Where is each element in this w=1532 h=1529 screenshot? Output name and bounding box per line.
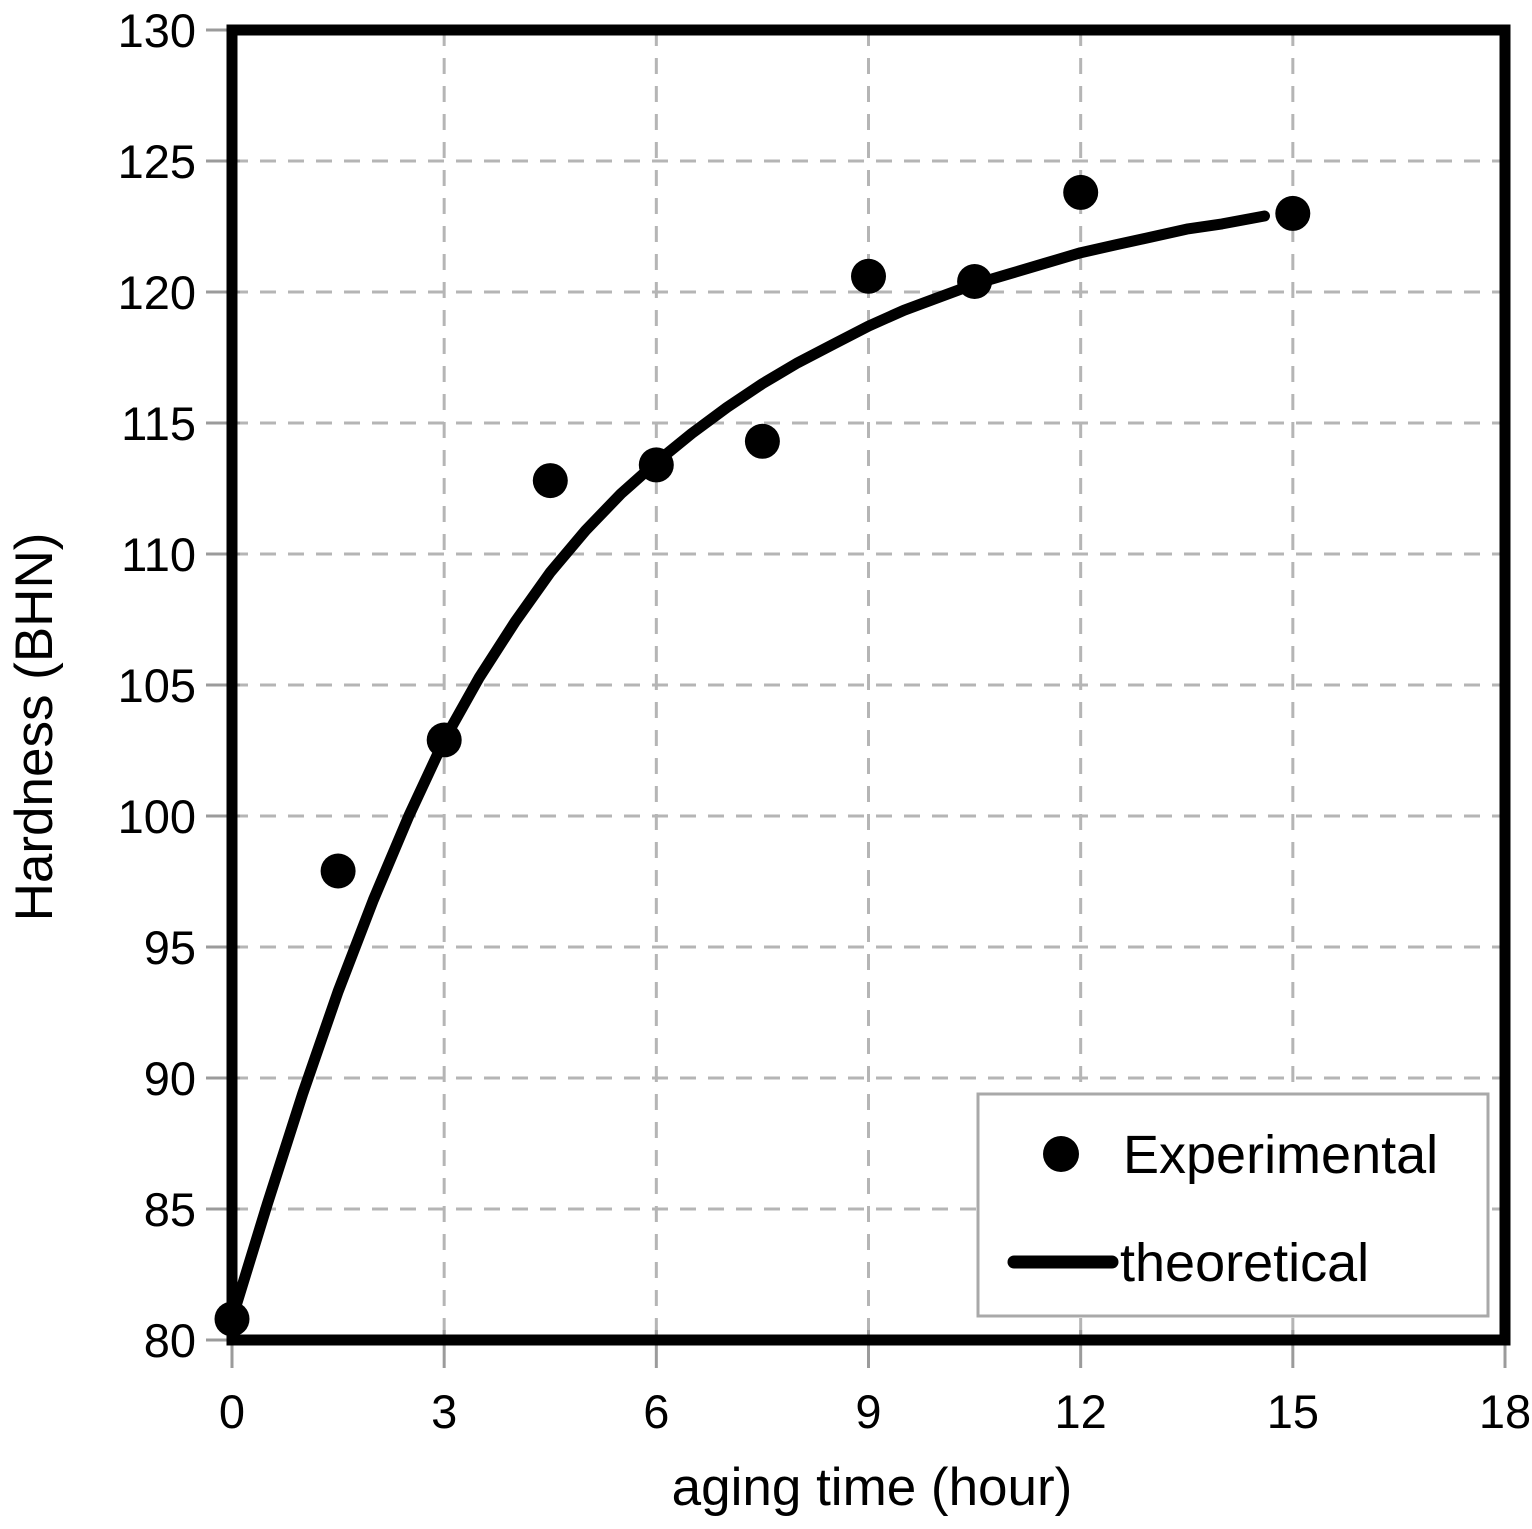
y-tick-label: 115: [121, 397, 196, 450]
data-point: [1063, 174, 1099, 210]
y-axis-title: Hardness (BHN): [5, 533, 64, 922]
x-tick-label: 9: [855, 1385, 881, 1438]
y-tick-label: 90: [144, 1052, 196, 1105]
y-tick-label: 95: [144, 921, 196, 974]
legend: Experimental theoretical: [976, 1092, 1490, 1318]
gridlines: [232, 30, 1505, 1340]
data-point: [744, 423, 780, 459]
x-tick-label: 0: [219, 1385, 245, 1438]
data-point: [532, 463, 568, 499]
y-tick-label: 105: [118, 659, 196, 712]
x-tick-label: 6: [643, 1385, 669, 1438]
data-point: [320, 853, 356, 889]
data-point: [851, 258, 886, 294]
data-point: [957, 264, 993, 299]
x-axis-title: aging time (hour): [672, 1458, 1073, 1517]
data-point: [214, 1301, 250, 1337]
y-tick-label: 125: [118, 135, 196, 188]
data-point: [1275, 195, 1311, 231]
plot-border: [226, 24, 1511, 1346]
y-tick-label: 85: [144, 1183, 196, 1236]
y-tick-label: 120: [118, 266, 196, 319]
experimental-points: [214, 174, 1311, 1337]
legend-box: [976, 1092, 1490, 1318]
y-tick-label: 130: [118, 4, 196, 57]
theoretical-curve: [226, 210, 1270, 1325]
data-point: [426, 722, 462, 758]
legend-dot-marker: [1043, 1136, 1079, 1172]
tick-labels: 80 85 90 95 100 105 110 115 120 125 130 0 3 6 9 12 15 18: [118, 4, 1532, 1438]
x-tick-label: 18: [1479, 1385, 1531, 1438]
x-tick-label: 3: [431, 1385, 457, 1438]
y-tick-label: 80: [144, 1314, 196, 1367]
y-tick-label: 100: [118, 790, 196, 843]
x-tick-label: 12: [1055, 1385, 1107, 1438]
legend-label-theoretical: theoretical: [1120, 1233, 1369, 1293]
x-tick-label: 15: [1267, 1385, 1319, 1438]
y-tick-label: 110: [121, 528, 196, 581]
legend-label-experimental: Experimental: [1123, 1125, 1438, 1185]
data-point: [638, 447, 674, 483]
